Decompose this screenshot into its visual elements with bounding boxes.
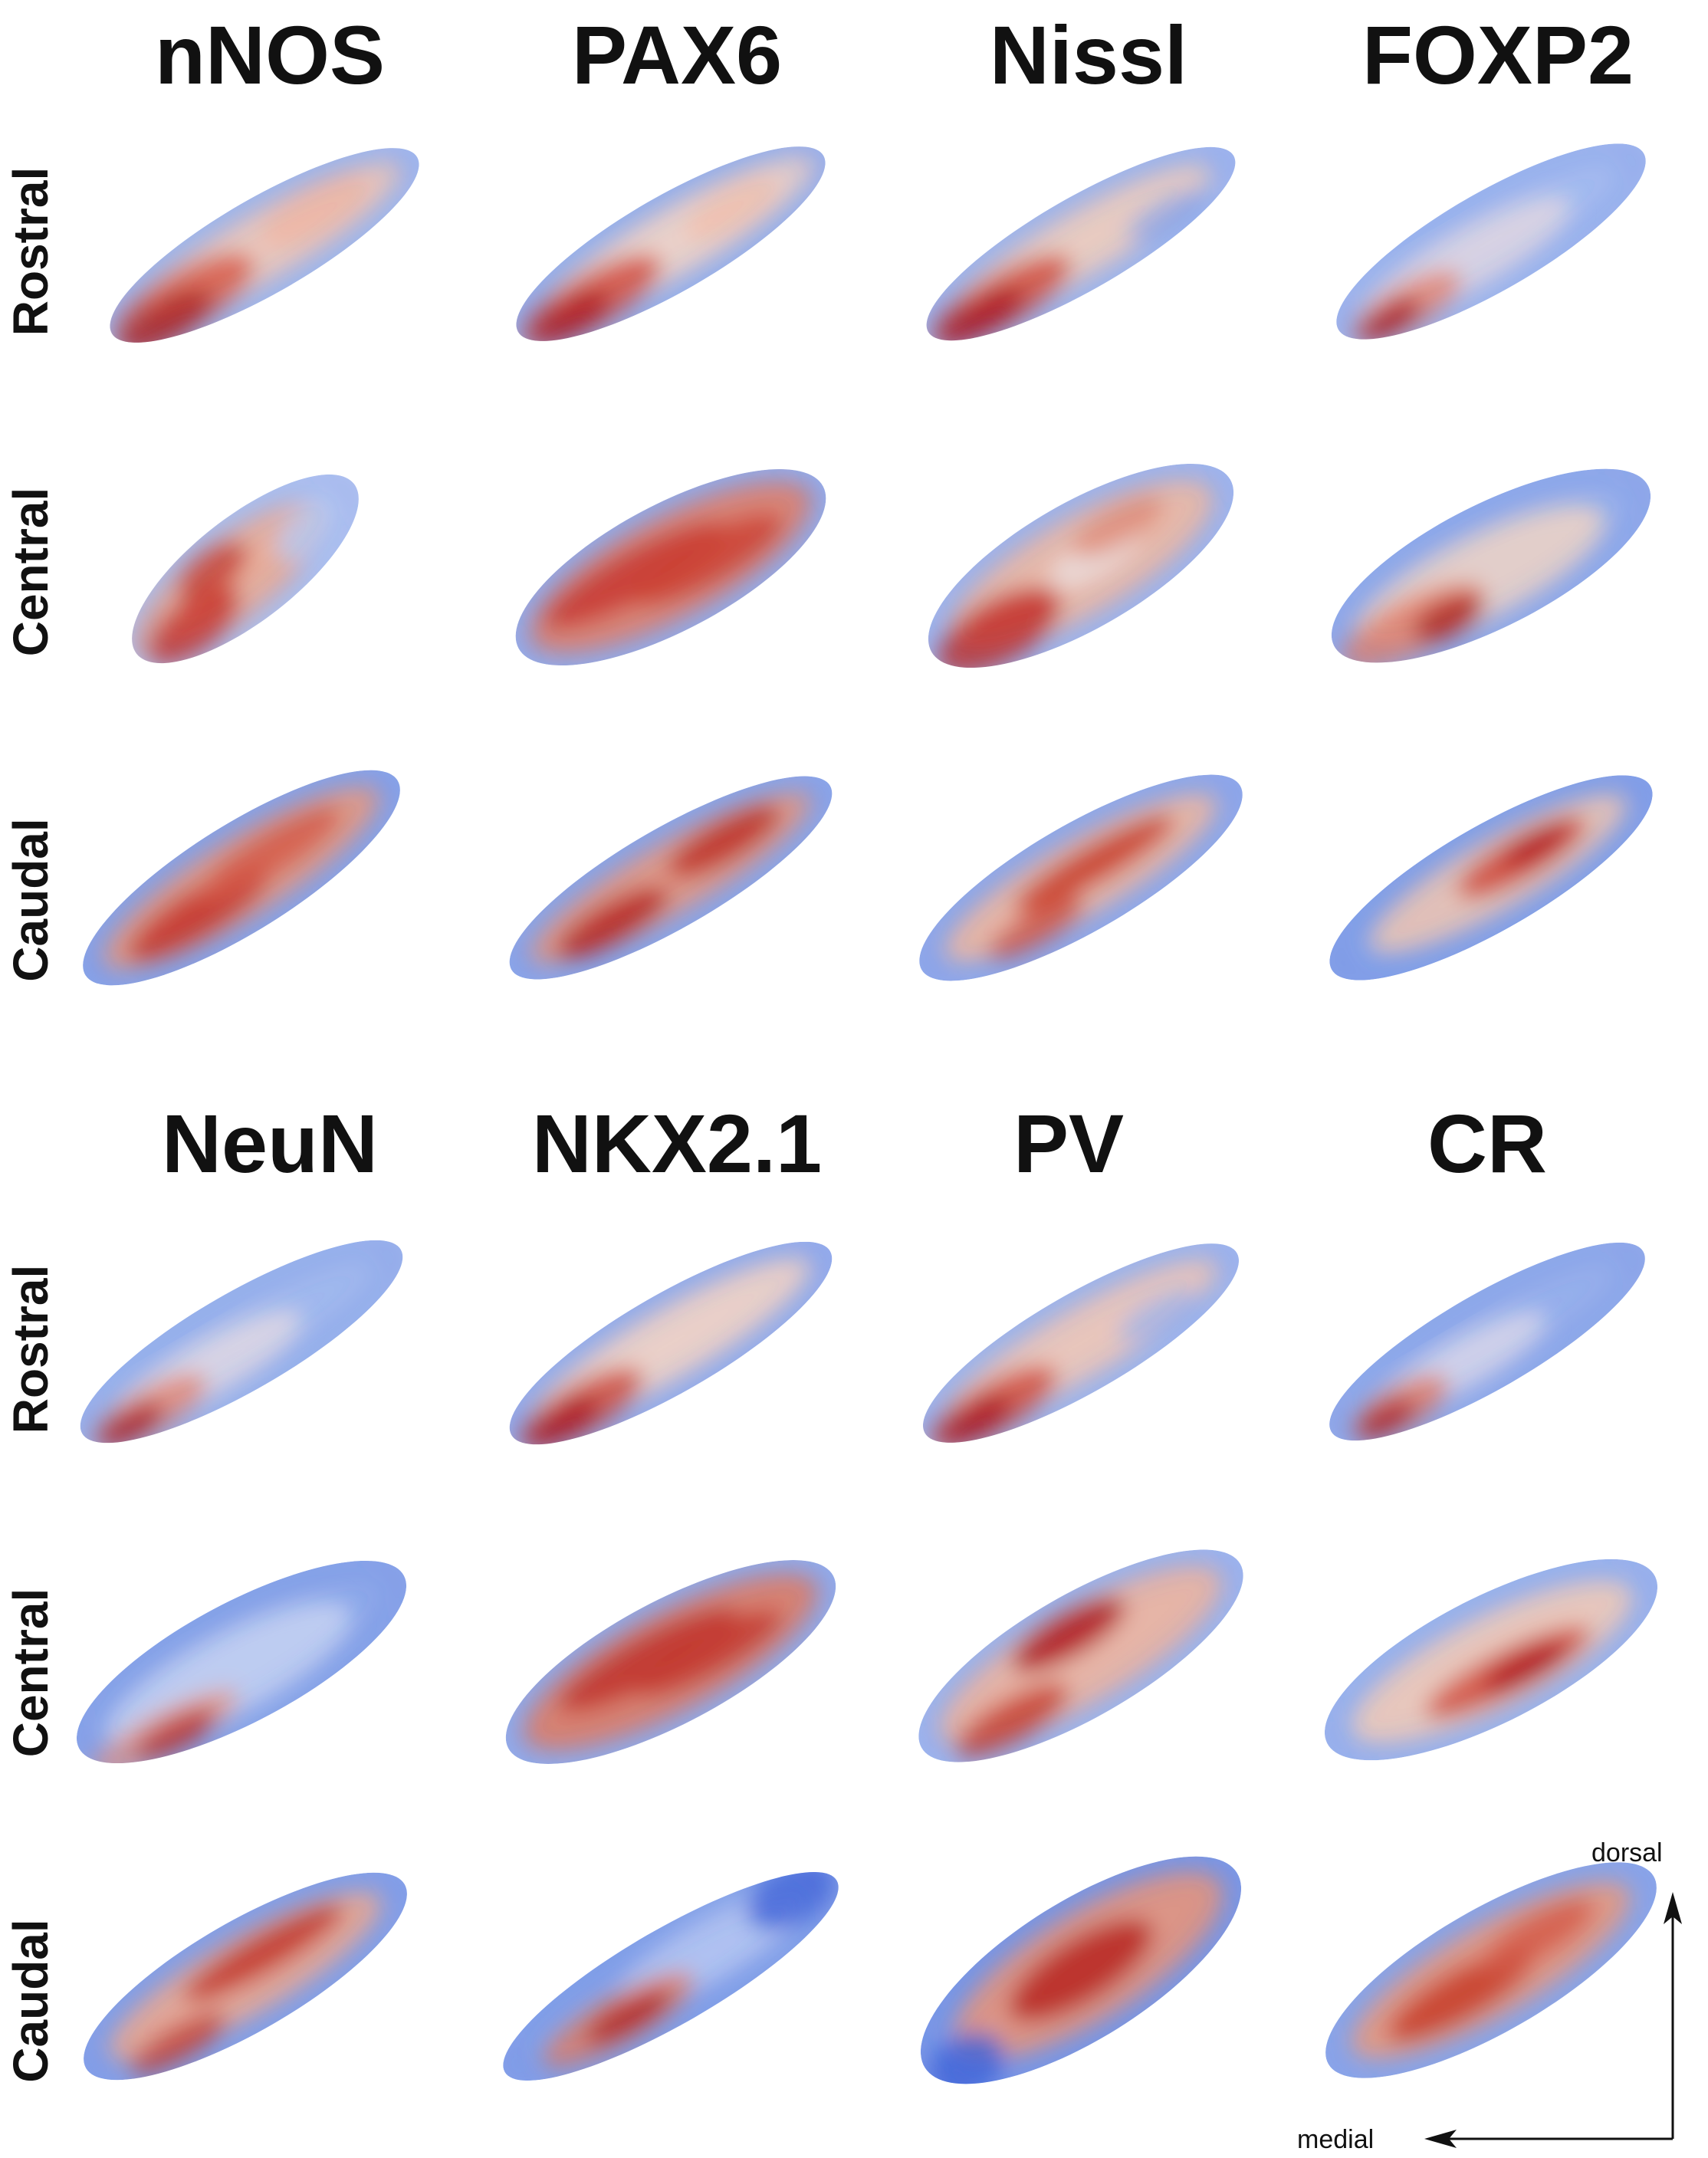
heatmap-CR-caudal <box>1322 1859 1660 2081</box>
title-nNOS: nNOS <box>154 8 385 101</box>
heatmap-Nissl-caudal <box>916 771 1246 984</box>
heatmap-CR-rostral <box>1326 1240 1648 1444</box>
heatmap-PAX6-rostral <box>514 143 828 347</box>
heatmap-Nissl-central <box>925 461 1237 675</box>
title-CR: CR <box>1427 1097 1547 1190</box>
dorsal-arrow-icon <box>1664 1892 1682 1924</box>
title-Nissl: Nissl <box>989 8 1188 101</box>
heatmap-CR-central <box>1322 1556 1660 1763</box>
heatmap-NeuN-caudal <box>80 1870 410 2083</box>
heatmap-nNOS-rostral <box>107 145 422 354</box>
title-PAX6: PAX6 <box>571 8 783 101</box>
heatmap-PV-central <box>916 1546 1246 1765</box>
medial-label: medial <box>1297 2125 1375 2154</box>
heatmap-PV-rostral <box>920 1240 1242 1450</box>
heatmap-Nissl-rostral <box>924 144 1238 347</box>
heatmap-NeuN-rostral <box>77 1237 406 1449</box>
medial-arrow-icon <box>1424 2130 1457 2148</box>
heatmap-FOXP2-central <box>1329 466 1654 670</box>
heatmap-NKX2.1-central <box>503 1557 839 1767</box>
heatmap-FOXP2-caudal <box>1327 772 1655 984</box>
heatmap-nNOS-central <box>129 471 362 666</box>
heatmap-NKX2.1-rostral <box>507 1239 835 1450</box>
title-FOXP2: FOXP2 <box>1361 8 1634 101</box>
heatmap-PV-caudal <box>918 1854 1244 2100</box>
dorsal-label: dorsal <box>1591 1838 1663 1867</box>
orientation-axes <box>1424 1892 1682 2148</box>
heatmap-PAX6-caudal <box>507 773 835 983</box>
heatmap-PAX6-central <box>513 466 829 668</box>
heatmap-FOXP2-rostral <box>1333 140 1649 343</box>
heatmap-NKX2.1-caudal <box>500 1861 842 2084</box>
title-NeuN: NeuN <box>161 1097 379 1190</box>
heatmap-NeuN-central <box>74 1558 409 1777</box>
heatmap-nNOS-caudal <box>80 767 403 989</box>
title-NKX2.1: NKX2.1 <box>531 1097 823 1190</box>
title-PV: PV <box>1013 1097 1125 1190</box>
